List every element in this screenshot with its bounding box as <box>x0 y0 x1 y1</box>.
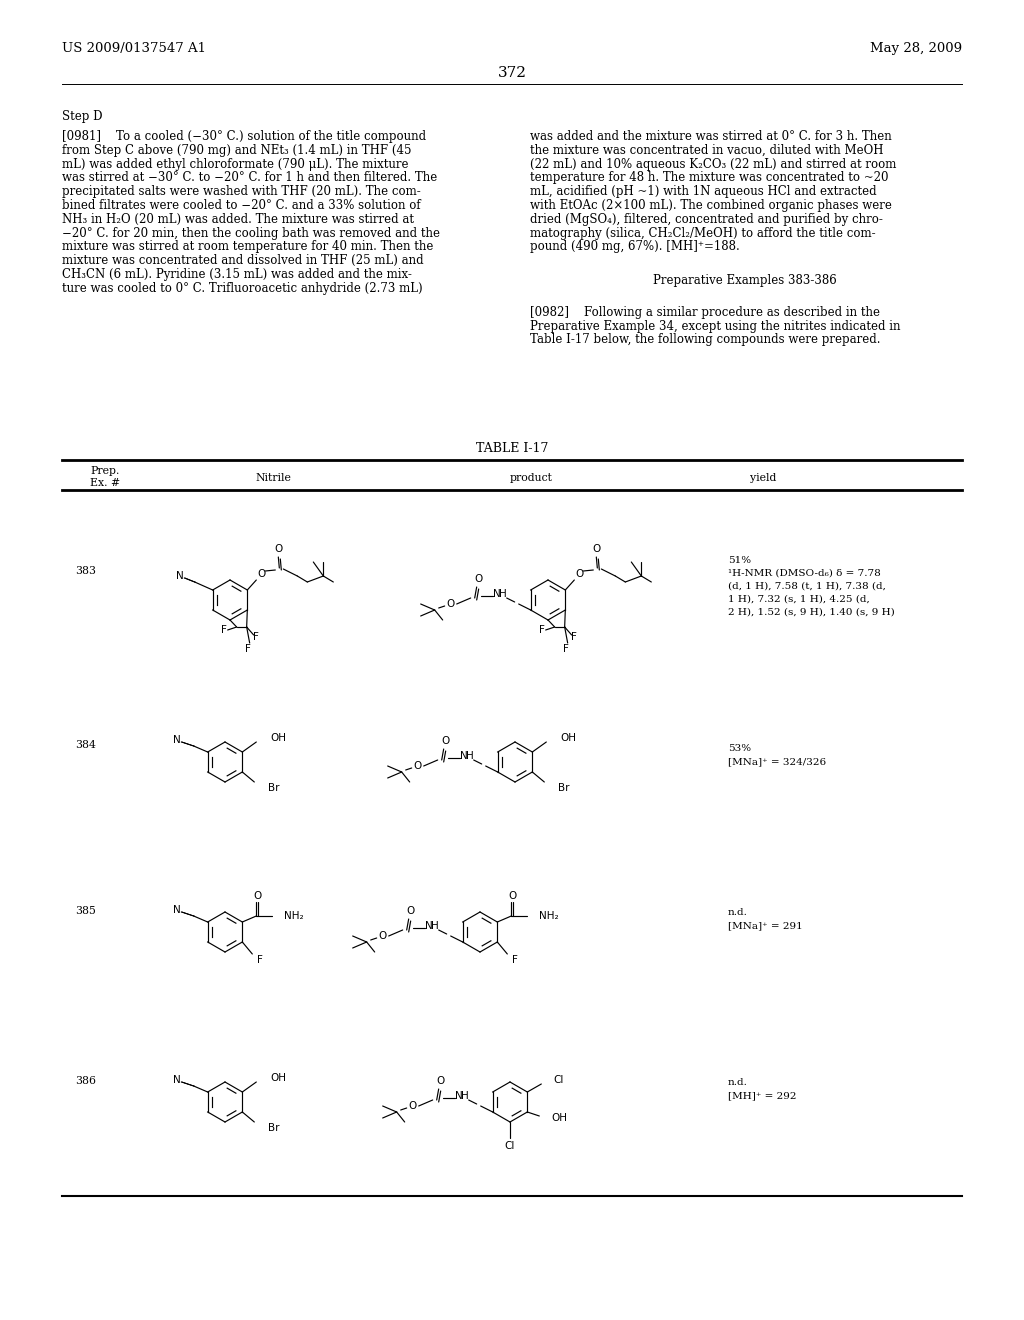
Text: H: H <box>466 751 473 762</box>
Text: 51%: 51% <box>728 556 752 565</box>
Text: O: O <box>253 891 261 902</box>
Text: O: O <box>379 931 387 941</box>
Text: CH₃CN (6 mL). Pyridine (3.15 mL) was added and the mix-: CH₃CN (6 mL). Pyridine (3.15 mL) was add… <box>62 268 412 281</box>
Text: Br: Br <box>268 783 280 793</box>
Text: F: F <box>245 644 251 653</box>
Text: mixture was stirred at room temperature for 40 min. Then the: mixture was stirred at room temperature … <box>62 240 433 253</box>
Text: temperature for 48 h. The mixture was concentrated to ~20: temperature for 48 h. The mixture was co… <box>530 172 889 185</box>
Text: Br: Br <box>558 783 569 793</box>
Text: 386: 386 <box>75 1076 96 1086</box>
Text: O: O <box>407 906 415 916</box>
Text: F: F <box>539 624 545 635</box>
Text: O: O <box>446 599 455 609</box>
Text: Preparative Example 34, except using the nitrites indicated in: Preparative Example 34, except using the… <box>530 319 900 333</box>
Text: 53%: 53% <box>728 744 752 752</box>
Text: N: N <box>460 751 468 762</box>
Text: N: N <box>173 735 180 744</box>
Text: O: O <box>474 574 482 583</box>
Text: precipitated salts were washed with THF (20 mL). The com-: precipitated salts were washed with THF … <box>62 185 421 198</box>
Text: F: F <box>253 632 259 642</box>
Text: was stirred at −30° C. to −20° C. for 1 h and then filtered. The: was stirred at −30° C. to −20° C. for 1 … <box>62 172 437 185</box>
Text: Ex. #: Ex. # <box>90 478 120 488</box>
Text: N: N <box>493 589 501 599</box>
Text: the mixture was concentrated in vacuo, diluted with MeOH: the mixture was concentrated in vacuo, d… <box>530 144 884 157</box>
Text: TABLE I-17: TABLE I-17 <box>476 442 548 455</box>
Text: Cl: Cl <box>505 1140 515 1151</box>
Text: mL) was added ethyl chloroformate (790 μL). The mixture: mL) was added ethyl chloroformate (790 μ… <box>62 157 409 170</box>
Text: (22 mL) and 10% aqueous K₂CO₃ (22 mL) and stirred at room: (22 mL) and 10% aqueous K₂CO₃ (22 mL) an… <box>530 157 896 170</box>
Text: Preparative Examples 383-386: Preparative Examples 383-386 <box>653 275 837 286</box>
Text: F: F <box>221 624 226 635</box>
Text: N: N <box>173 906 180 915</box>
Text: NH₂: NH₂ <box>540 911 559 921</box>
Text: OH: OH <box>270 733 287 743</box>
Text: [0982]    Following a similar procedure as described in the: [0982] Following a similar procedure as … <box>530 306 880 319</box>
Text: product: product <box>510 473 553 483</box>
Text: F: F <box>570 632 577 642</box>
Text: dried (MgSO₄), filtered, concentrated and purified by chro-: dried (MgSO₄), filtered, concentrated an… <box>530 213 883 226</box>
Text: F: F <box>257 954 263 965</box>
Text: H: H <box>431 921 438 931</box>
Text: ¹H-NMR (DMSO-d₆) δ = 7.78: ¹H-NMR (DMSO-d₆) δ = 7.78 <box>728 569 881 578</box>
Text: May 28, 2009: May 28, 2009 <box>869 42 962 55</box>
Text: matography (silica, CH₂Cl₂/MeOH) to afford the title com-: matography (silica, CH₂Cl₂/MeOH) to affo… <box>530 227 876 240</box>
Text: 372: 372 <box>498 66 526 81</box>
Text: OH: OH <box>560 733 577 743</box>
Text: Prep.: Prep. <box>90 466 120 477</box>
Text: 385: 385 <box>75 906 96 916</box>
Text: 1 H), 7.32 (s, 1 H), 4.25 (d,: 1 H), 7.32 (s, 1 H), 4.25 (d, <box>728 595 869 605</box>
Text: H: H <box>499 589 507 599</box>
Text: N: N <box>455 1092 463 1101</box>
Text: 384: 384 <box>75 741 96 750</box>
Text: Table I-17 below, the following compounds were prepared.: Table I-17 below, the following compound… <box>530 334 881 346</box>
Text: ture was cooled to 0° C. Trifluoroacetic anhydride (2.73 mL): ture was cooled to 0° C. Trifluoroacetic… <box>62 281 423 294</box>
Text: [MNa]⁺ = 291: [MNa]⁺ = 291 <box>728 921 803 931</box>
Text: US 2009/0137547 A1: US 2009/0137547 A1 <box>62 42 206 55</box>
Text: O: O <box>257 569 265 579</box>
Text: F: F <box>563 644 568 653</box>
Text: O: O <box>274 544 283 554</box>
Text: Br: Br <box>268 1123 280 1133</box>
Text: N: N <box>425 921 432 931</box>
Text: NH₃ in H₂O (20 mL) was added. The mixture was stirred at: NH₃ in H₂O (20 mL) was added. The mixtur… <box>62 213 414 226</box>
Text: mL, acidified (pH ~1) with 1N aqueous HCl and extracted: mL, acidified (pH ~1) with 1N aqueous HC… <box>530 185 877 198</box>
Text: from Step C above (790 mg) and NEt₃ (1.4 mL) in THF (45: from Step C above (790 mg) and NEt₃ (1.4… <box>62 144 412 157</box>
Text: yield: yield <box>750 473 776 483</box>
Text: NH₂: NH₂ <box>285 911 304 921</box>
Text: O: O <box>575 569 584 579</box>
Text: Cl: Cl <box>553 1074 563 1085</box>
Text: bined filtrates were cooled to −20° C. and a 33% solution of: bined filtrates were cooled to −20° C. a… <box>62 199 421 213</box>
Text: Nitrile: Nitrile <box>255 473 291 483</box>
Text: (d, 1 H), 7.58 (t, 1 H), 7.38 (d,: (d, 1 H), 7.58 (t, 1 H), 7.38 (d, <box>728 582 886 591</box>
Text: [MH]⁺ = 292: [MH]⁺ = 292 <box>728 1092 797 1100</box>
Text: −20° C. for 20 min, then the cooling bath was removed and the: −20° C. for 20 min, then the cooling bat… <box>62 227 440 240</box>
Text: OH: OH <box>551 1113 567 1123</box>
Text: O: O <box>441 737 450 746</box>
Text: with EtOAc (2×100 mL). The combined organic phases were: with EtOAc (2×100 mL). The combined orga… <box>530 199 892 213</box>
Text: was added and the mixture was stirred at 0° C. for 3 h. Then: was added and the mixture was stirred at… <box>530 129 892 143</box>
Text: [MNa]⁺ = 324/326: [MNa]⁺ = 324/326 <box>728 756 826 766</box>
Text: O: O <box>414 762 422 771</box>
Text: Step D: Step D <box>62 110 102 123</box>
Text: mixture was concentrated and dissolved in THF (25 mL) and: mixture was concentrated and dissolved i… <box>62 255 424 267</box>
Text: OH: OH <box>270 1073 287 1082</box>
Text: 383: 383 <box>75 566 96 576</box>
Text: O: O <box>436 1076 444 1086</box>
Text: [0981]    To a cooled (−30° C.) solution of the title compound: [0981] To a cooled (−30° C.) solution of… <box>62 129 426 143</box>
Text: n.d.: n.d. <box>728 1078 748 1086</box>
Text: pound (490 mg, 67%). [MH]⁺=188.: pound (490 mg, 67%). [MH]⁺=188. <box>530 240 739 253</box>
Text: N: N <box>176 572 183 581</box>
Text: O: O <box>592 544 600 554</box>
Text: F: F <box>512 954 518 965</box>
Text: n.d.: n.d. <box>728 908 748 917</box>
Text: O: O <box>508 891 516 902</box>
Text: 2 H), 1.52 (s, 9 H), 1.40 (s, 9 H): 2 H), 1.52 (s, 9 H), 1.40 (s, 9 H) <box>728 609 895 616</box>
Text: N: N <box>173 1074 180 1085</box>
Text: H: H <box>461 1092 469 1101</box>
Text: O: O <box>409 1101 417 1111</box>
